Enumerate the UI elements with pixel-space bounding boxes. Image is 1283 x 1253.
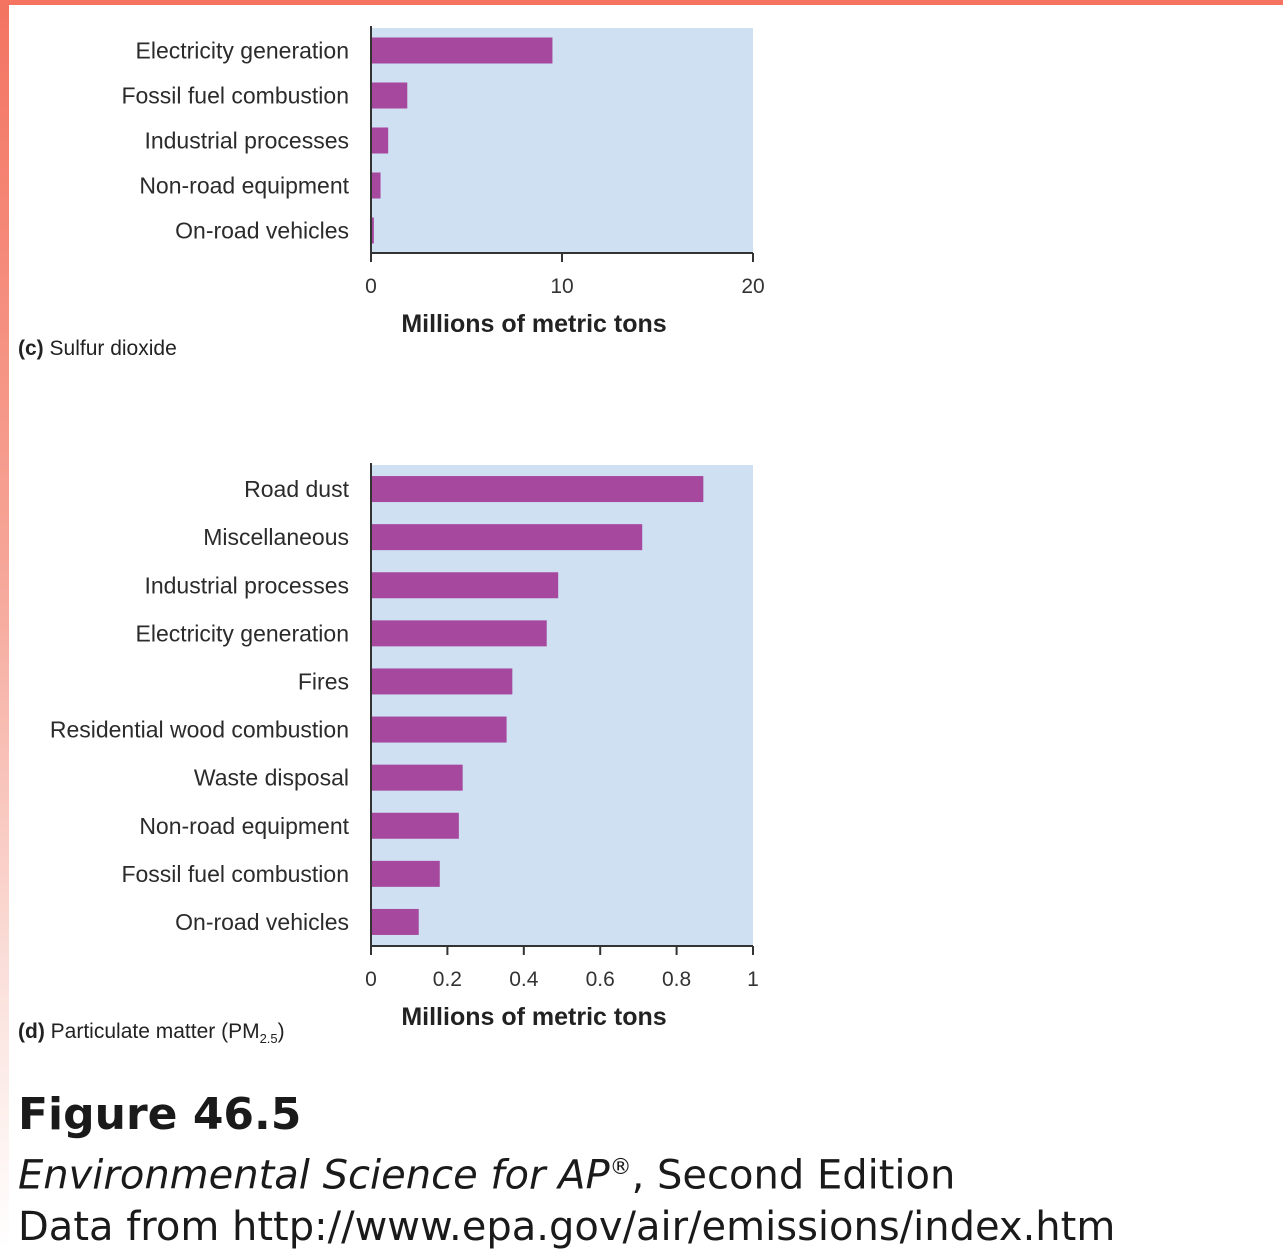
category-label: On-road vehicles [175,909,349,935]
figure-title: Figure 46.5 [18,1089,302,1140]
category-label: Industrial processes [144,128,349,154]
figure-book-title: Environmental Science for AP [18,1152,610,1199]
x-tick-label: 0.2 [433,968,462,991]
bar [371,524,643,551]
panel-d-name: Particulate matter (PM [50,1020,260,1043]
panel-c-caption: (c) Sulfur dioxide [18,337,177,361]
x-tick-label: 1 [747,968,759,991]
bar [371,764,463,791]
bar [371,172,381,199]
x-tick-label: 20 [741,275,764,298]
bar [371,860,440,887]
category-label: Residential wood combustion [50,717,349,743]
bar [371,476,704,503]
x-tick-label: 0 [365,968,377,991]
panel-d-caption: (d) Particulate matter (PM2.5) [18,1020,285,1046]
category-label: Fossil fuel combustion [121,861,349,887]
bar [371,668,513,695]
sulfur-dioxide-chart: Electricity generation Fossil fuel combus… [121,26,765,338]
frame-left-accent [0,0,9,1249]
panel-d-subscript: 2.5 [259,1031,278,1047]
bar [371,812,459,839]
figure-caption-block: Figure 46.5 Environmental Science for AP… [18,1088,1268,1253]
category-label: Electricity generation [136,620,350,646]
bar [371,37,553,64]
category-label: Electricity generation [136,38,350,64]
category-label: Industrial processes [144,572,349,598]
figure-book-edition: , Second Edition [631,1152,956,1199]
frame-top-accent [0,0,1283,5]
bar [371,127,389,154]
panel-c-name: Sulfur dioxide [49,337,177,360]
bar [371,217,374,244]
x-tick-label: 0 [365,275,377,298]
panel-d-suffix: ) [277,1020,285,1043]
category-label: Waste disposal [194,765,349,791]
category-label: Fires [298,668,349,694]
x-tick-label: 0.8 [662,968,691,991]
plot-area [371,28,753,253]
figure-source: Data from http://www.epa.gov/air/emissio… [18,1204,1116,1251]
x-axis-title: Millions of metric tons [401,310,666,338]
bar [371,908,419,935]
bar [371,572,559,599]
panel-d-letter: (d) [18,1020,45,1043]
x-tick-label: 0.4 [509,968,539,991]
bar [371,620,547,647]
category-label: Non-road equipment [139,813,349,839]
x-tick-label: 10 [550,275,573,298]
category-label: Fossil fuel combustion [121,83,349,109]
particulate-matter-chart: Road dust Miscellaneous Industrial process… [50,463,759,1031]
bar [371,82,408,109]
x-axis-title: Millions of metric tons [401,1003,666,1031]
figure-book-mark: ® [609,1155,632,1180]
category-label: Non-road equipment [139,173,349,199]
x-tick-label: 0.6 [586,968,615,991]
panel-c-letter: (c) [18,337,44,360]
category-label: On-road vehicles [175,218,349,244]
figure-book-line: Environmental Science for AP®, Second Ed… [18,1142,1268,1201]
category-label: Miscellaneous [203,524,349,550]
category-label: Road dust [244,476,349,502]
bar [371,716,507,743]
